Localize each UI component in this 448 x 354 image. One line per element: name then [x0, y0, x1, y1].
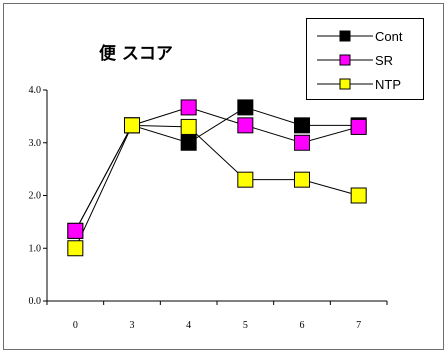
x-tick-label: 0 — [73, 320, 78, 331]
data-point-sr — [67, 222, 84, 239]
data-point-ntp — [237, 171, 254, 188]
legend-label-cont: Cont — [375, 29, 403, 44]
data-point-sr — [294, 134, 310, 151]
legend-label-sr: SR — [375, 53, 393, 68]
chart-ticks: 0.0 1.0 2.0 3.0 4.0 0 3 4 5 6 7 — [29, 85, 388, 331]
x-tick-label: 5 — [243, 320, 248, 331]
y-tick-label: 0.0 — [29, 296, 42, 307]
y-tick-label: 2.0 — [29, 191, 42, 202]
data-point-cont — [237, 99, 254, 116]
chart-axes — [46, 90, 387, 302]
data-point-sr — [350, 118, 367, 135]
data-point-ntp — [67, 240, 84, 257]
chart-title: 便 スコア — [99, 44, 173, 64]
legend-marker-cont — [339, 30, 351, 42]
chart-legend: Cont SR NTP — [306, 18, 424, 100]
x-tick-label: 6 — [300, 320, 305, 331]
data-point-cont — [294, 117, 310, 134]
series-line-sr — [74, 106, 359, 232]
x-tick-label: 3 — [130, 320, 135, 331]
series-line-ntp — [74, 124, 359, 249]
chart-plot: 0.0 1.0 2.0 3.0 4.0 0 3 4 5 6 7 — [29, 85, 388, 331]
data-point-ntp — [124, 117, 140, 134]
data-point-ntp — [294, 171, 310, 188]
chart-series — [67, 99, 367, 257]
legend-svg: Cont SR NTP — [317, 29, 403, 92]
series-line-cont — [74, 106, 359, 232]
legend-marker-sr — [339, 54, 351, 66]
legend-marker-ntp — [339, 78, 351, 90]
x-tick-label: 7 — [356, 320, 361, 331]
legend-label-ntp: NTP — [375, 77, 401, 92]
y-tick-label: 1.0 — [29, 243, 42, 254]
data-point-ntp — [350, 187, 367, 204]
data-point-sr — [237, 117, 254, 134]
data-point-cont — [180, 134, 197, 151]
data-point-sr — [180, 99, 197, 116]
chart-frame: 0.0 1.0 2.0 3.0 4.0 0 3 4 5 6 7 便 スコア Cont SR NTP — [3, 3, 444, 350]
y-tick-label: 4.0 — [29, 85, 42, 96]
x-tick-label: 4 — [186, 320, 191, 331]
data-point-ntp — [180, 118, 197, 135]
y-tick-label: 3.0 — [29, 138, 42, 149]
